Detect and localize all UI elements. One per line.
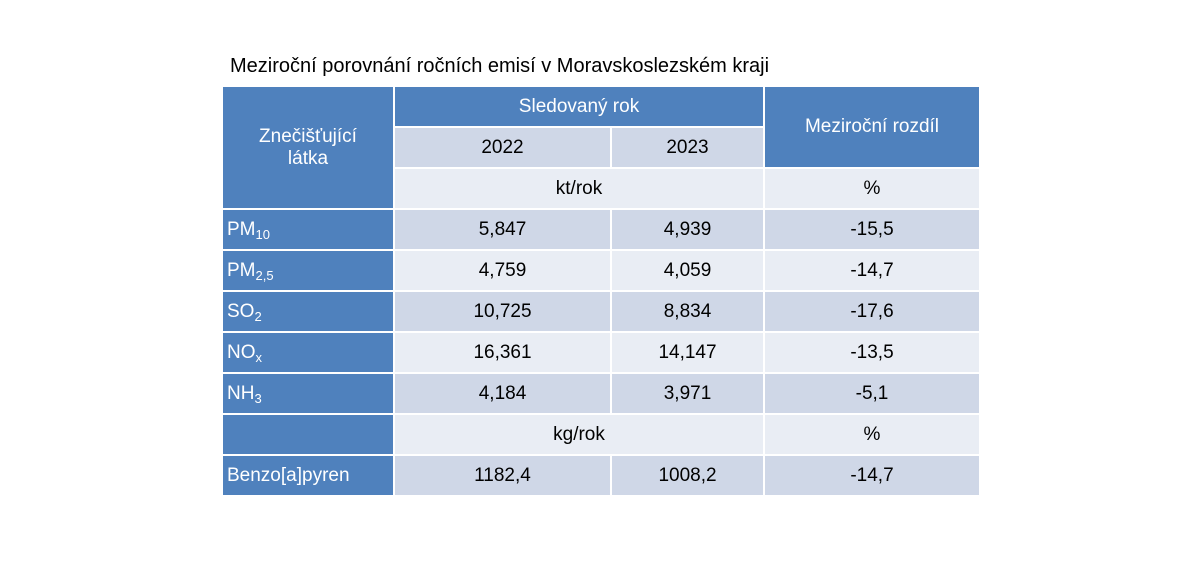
year-header: 2022 <box>393 126 612 169</box>
substance-name: SO <box>227 300 255 322</box>
units-cell: % <box>763 413 981 456</box>
year-header: 2023 <box>610 126 765 169</box>
substance-name: NH <box>227 382 255 404</box>
substance-subscript: 10 <box>255 226 270 242</box>
substance-subscript: 3 <box>254 390 262 406</box>
value-cell: -5,1 <box>763 372 981 415</box>
value-cell: -14,7 <box>763 249 981 292</box>
value-cell: 4,184 <box>393 372 612 415</box>
value-cell: 1008,2 <box>610 454 765 497</box>
value-cell: 5,847 <box>393 208 612 251</box>
table-body: Znečišťující látka Sledovaný rok Meziroč… <box>221 85 981 497</box>
substance-name: PM <box>227 259 256 281</box>
units-cell: kg/rok <box>393 413 765 456</box>
data-row: PM10 5,847 4,939 -15,5 <box>221 208 981 251</box>
change-header: Meziroční rozdíl <box>763 85 981 169</box>
substance-name: NO <box>227 341 256 363</box>
substance-cell: PM10 <box>221 208 395 251</box>
substance-cell: NH3 <box>221 372 395 415</box>
tracked-year-header: Sledovaný rok <box>393 85 765 128</box>
emissions-table: Znečišťující látka Sledovaný rok Meziroč… <box>221 85 981 497</box>
substance-header: Znečišťující látka <box>221 85 395 210</box>
value-cell: -17,6 <box>763 290 981 333</box>
substance-subscript: x <box>255 349 263 365</box>
substance-cell: SO2 <box>221 290 395 333</box>
substance-name: Benzo[a]pyren <box>227 464 350 486</box>
value-cell: 4,939 <box>610 208 765 251</box>
value-cell: 4,059 <box>610 249 765 292</box>
value-cell: 1182,4 <box>393 454 612 497</box>
units-cell: % <box>763 167 981 210</box>
data-row: PM2,5 4,759 4,059 -14,7 <box>221 249 981 292</box>
header-text: Znečišťující látka <box>259 125 357 169</box>
substance-subscript: 2 <box>254 308 262 324</box>
value-cell: 3,971 <box>610 372 765 415</box>
data-row: SO2 10,725 8,834 -17,6 <box>221 290 981 333</box>
substance-name: PM <box>227 218 256 240</box>
substance-cell: PM2,5 <box>221 249 395 292</box>
value-cell: -13,5 <box>763 331 981 374</box>
substance-cell: NOx <box>221 331 395 374</box>
data-row: NOx 16,361 14,147 -13,5 <box>221 331 981 374</box>
value-cell: 14,147 <box>610 331 765 374</box>
table-title: Meziroční porovnání ročních emisí v Mora… <box>230 55 770 77</box>
value-cell: 4,759 <box>393 249 612 292</box>
value-cell: -15,5 <box>763 208 981 251</box>
units-row: kg/rok% <box>221 413 981 456</box>
data-row: NH3 4,184 3,971 -5,1 <box>221 372 981 415</box>
data-row: Benzo[a]pyren 1182,4 1008,2 -14,7 <box>221 454 981 497</box>
empty-cell <box>221 413 395 456</box>
value-cell: 10,725 <box>393 290 612 333</box>
value-cell: 16,361 <box>393 331 612 374</box>
header-row: Znečišťující látka Sledovaný rok Meziroč… <box>221 85 981 210</box>
substance-cell: Benzo[a]pyren <box>221 454 395 497</box>
substance-subscript: 2,5 <box>255 267 274 283</box>
value-cell: -14,7 <box>763 454 981 497</box>
year-row: 2022 2023 <box>222 126 980 169</box>
value-cell: 8,834 <box>610 290 765 333</box>
units-cell: kt/rok <box>393 167 765 210</box>
units-row: kt/rok% <box>222 167 981 210</box>
